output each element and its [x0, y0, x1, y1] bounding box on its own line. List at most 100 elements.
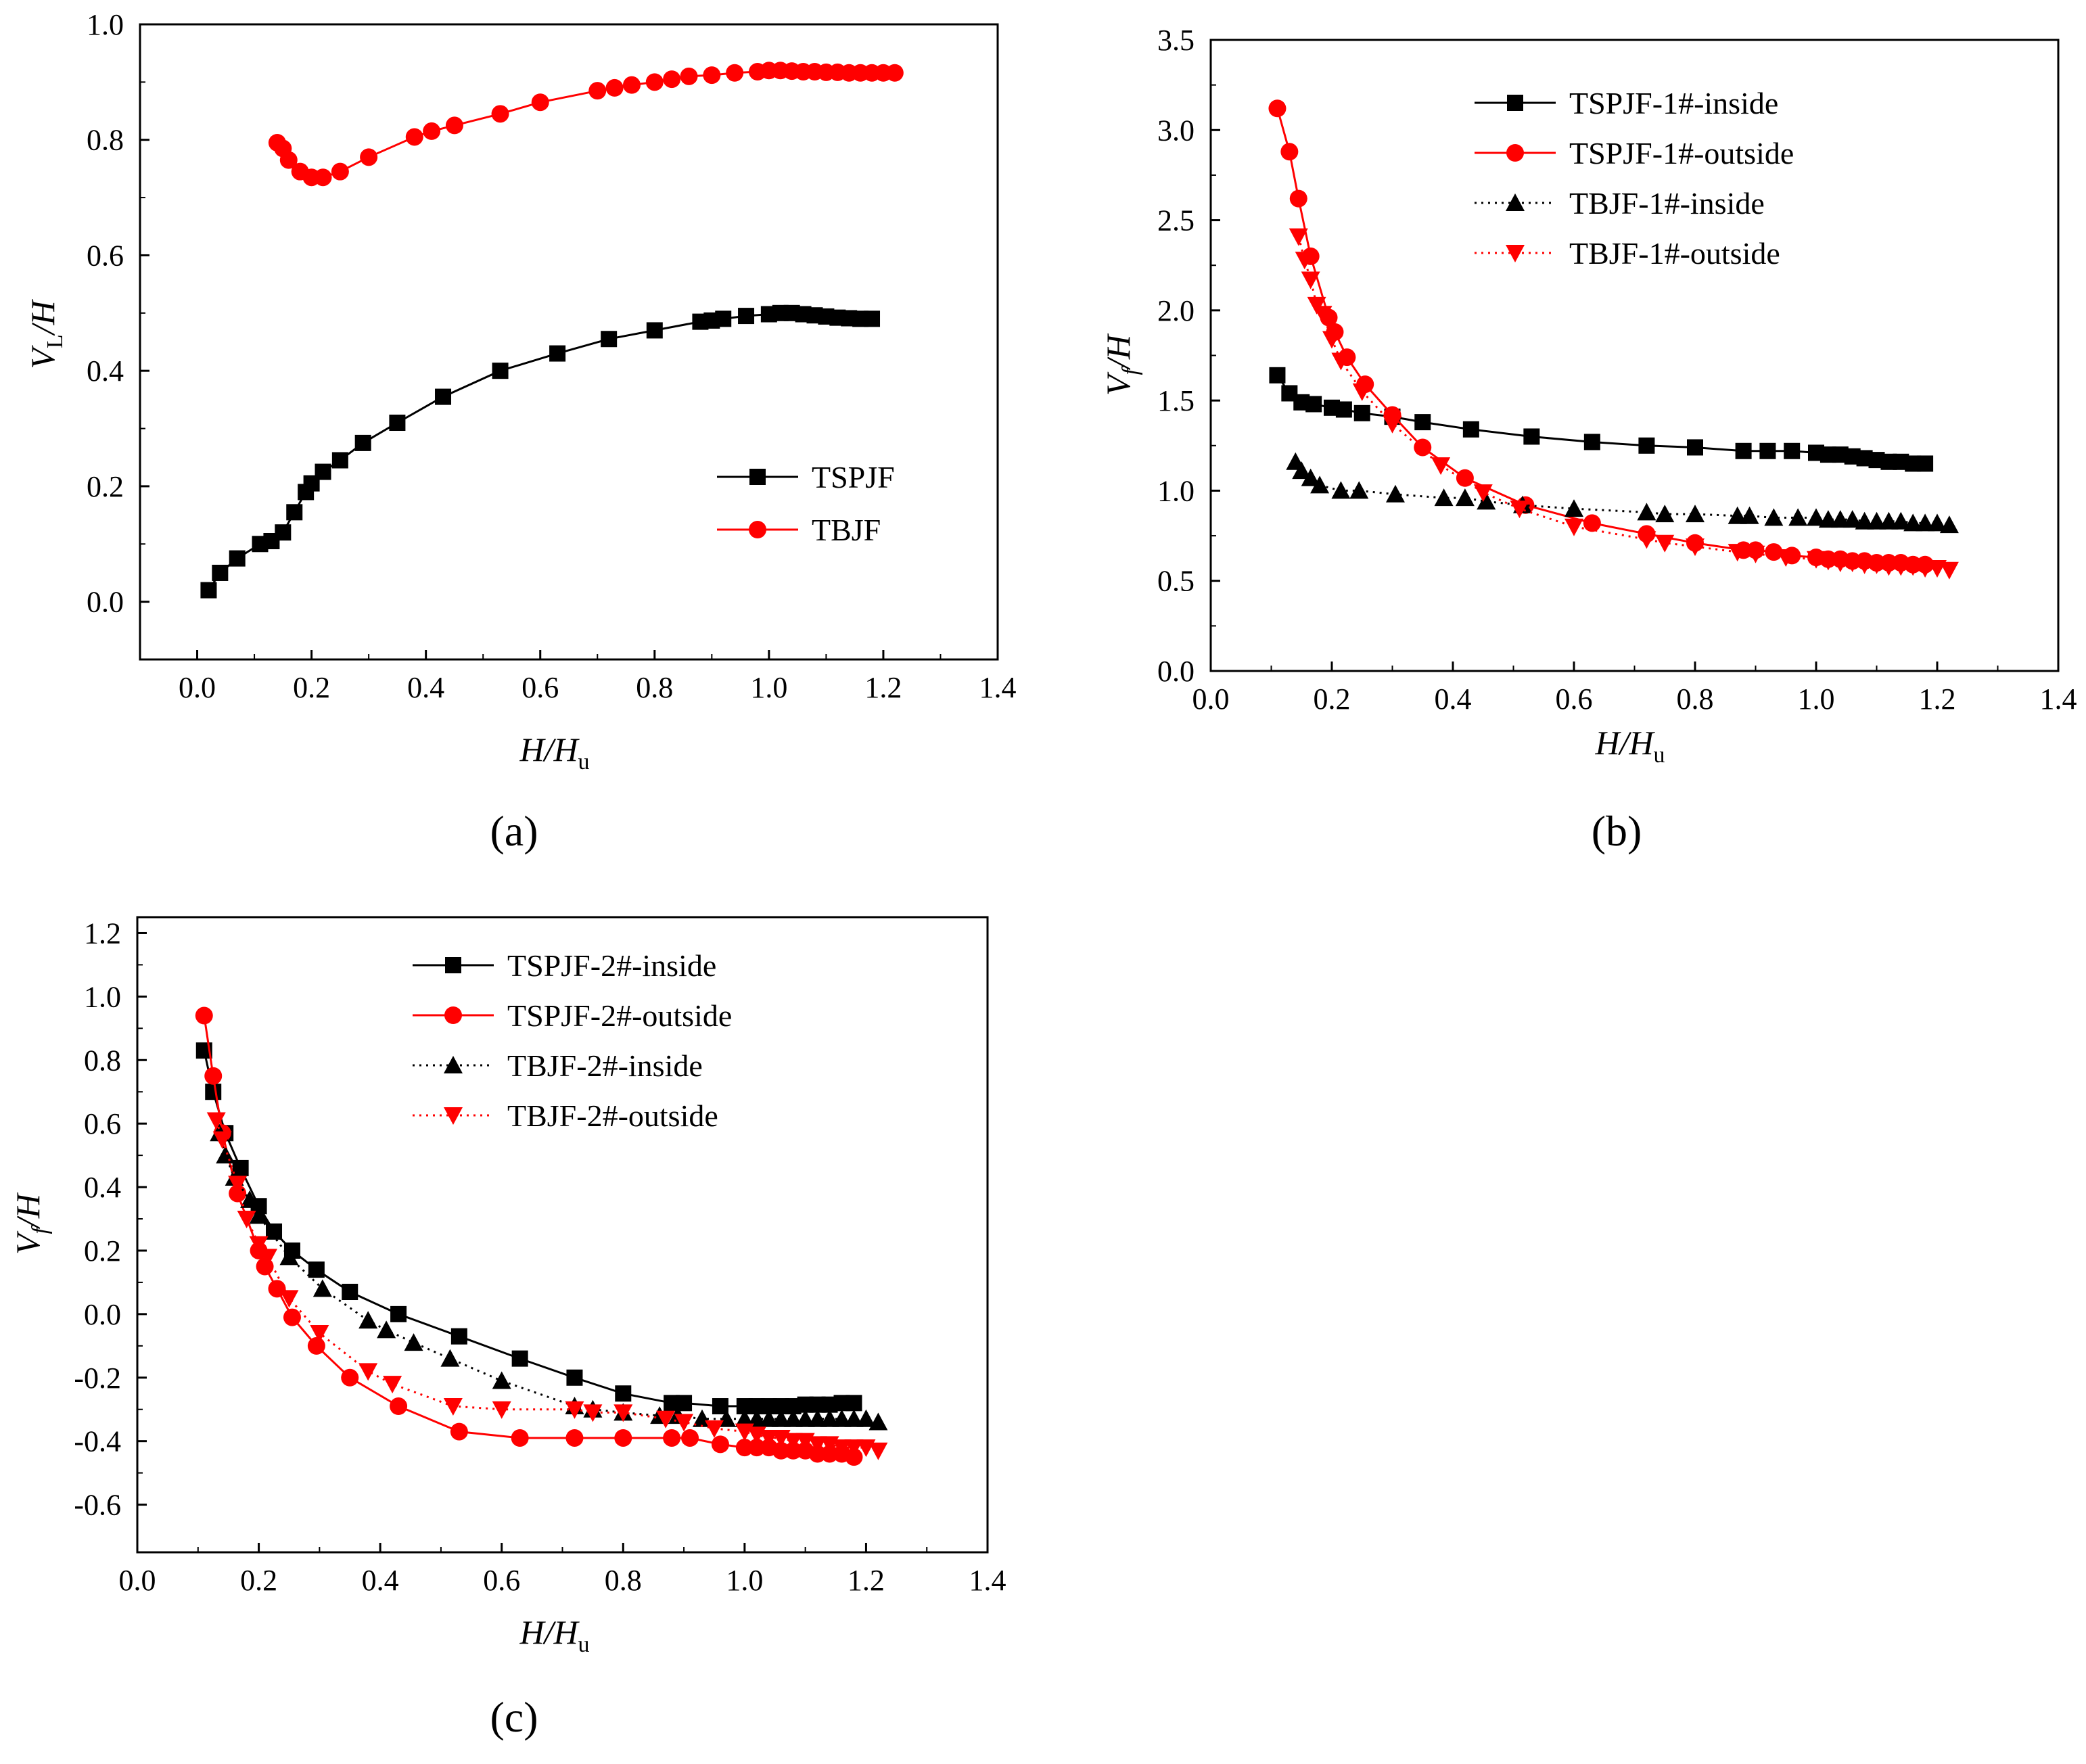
x-tick-label-a: 1.2 [864, 671, 902, 704]
legend-c: TSPJF-2#-inside TSPJF-2#-outside TBJF-2#-i… [413, 948, 732, 1133]
data-point-tbjf-1-inside [1867, 511, 1886, 530]
data-point-tspjf-1-inside [1687, 439, 1703, 456]
data-point-tbjf-1-inside [1764, 508, 1784, 526]
data-point-tspjf-1-outside [1268, 99, 1287, 118]
data-point-tbjf-1-inside [1637, 503, 1656, 521]
legend-marker-tbjf-1-outside [1506, 245, 1525, 262]
data-point-tbjf-2-outside [443, 1398, 463, 1416]
data-point-tbjf-2-outside [844, 1439, 864, 1458]
data-point-tbjf-1-inside [1728, 506, 1747, 524]
y-tick-label-c: 0.4 [84, 1171, 121, 1204]
data-point-tbjf-1-inside [1842, 510, 1862, 528]
legend-marker-tspjf [749, 469, 766, 485]
data-point-tbjf-1-inside [1903, 513, 1923, 532]
y-tick-label-a: 1.0 [87, 8, 124, 41]
data-point-tbjf-1-inside [1939, 515, 1959, 534]
data-point-tbjf-2-inside [868, 1412, 888, 1431]
x-axis-label-c: H/Hu [519, 1613, 589, 1657]
x-tick-label-b: 0.8 [1677, 682, 1714, 716]
legend-label-tbjf-1-outside: TBJF-1#-outside [1569, 236, 1780, 271]
y-tick-label-c: -0.4 [74, 1425, 121, 1458]
chart-panel-b: 0.0 0.2 0.4 0.6 0.8 1.0 1.2 1.4 0.0 0.5 1.0 1.5 2.0 2… [1099, 24, 2077, 855]
x-tick-label-c: 0.8 [605, 1564, 642, 1597]
panel-label-c: (c) [490, 1693, 538, 1741]
data-point-tbjf [491, 105, 509, 123]
y-tick-label-b: 3.0 [1157, 114, 1195, 147]
data-point-tbjf-1-outside [1855, 556, 1874, 574]
data-point-tspjf-2-inside [390, 1305, 407, 1322]
axes-b: 0.0 0.2 0.4 0.6 0.8 1.0 1.2 1.4 0.0 0.5 1.0 1.5 2.0 2… [1157, 24, 2077, 716]
data-point-tbjf-1-inside [1818, 510, 1838, 528]
data-point-tspjf [389, 415, 406, 432]
axes-c: 0.0 0.2 0.4 0.6 0.8 1.0 1.2 1.4 -0.6 -0.4 -0.2 0.0 0… [74, 916, 1006, 1597]
data-point-tbjf-2-outside [237, 1211, 256, 1229]
data-point-tbjf-1-inside [1434, 488, 1454, 507]
x-tick-label-b: 0.2 [1314, 682, 1351, 716]
data-point-tspjf-1-inside [1638, 437, 1655, 454]
data-point-tbjf-2-inside [808, 1409, 827, 1427]
data-point-tbjf-1-outside [1331, 352, 1351, 371]
y-tick-label-c: 0.8 [84, 1044, 121, 1077]
y-tick-label-b: 0.0 [1157, 655, 1195, 688]
data-point-tspjf-1-outside [1414, 438, 1432, 457]
data-point-tspjf-1-inside [1917, 455, 1934, 472]
data-point-tbjf [531, 93, 549, 112]
y-tick-label-a: 0.4 [87, 354, 124, 388]
y-axis-label-c: Vf/H [9, 1192, 53, 1255]
data-point-tbjf-1-outside [1891, 558, 1911, 576]
y-tick-label-c: 0.0 [84, 1298, 121, 1331]
data-point-tbjf-1-inside [1855, 511, 1874, 530]
data-point-tbjf-2-inside [820, 1409, 839, 1427]
legend-marker-tbjf-2-outside [444, 1107, 463, 1125]
y-axis-label-b: Vf/H [1099, 333, 1143, 396]
data-point-tbjf-1-inside [1331, 481, 1351, 499]
data-point-tbjf-1-outside [1473, 484, 1493, 503]
x-tick-label-c: 1.0 [726, 1564, 763, 1597]
legend-marker-tspjf-2-outside [444, 1006, 462, 1024]
data-point-tbjf-1-inside [1686, 505, 1705, 523]
data-point-tspjf-1-inside [1414, 414, 1431, 431]
data-point-tbjf-2-outside [565, 1401, 584, 1419]
y-tick-label-b: 3.5 [1157, 24, 1195, 57]
legend-label-tspjf-2-inside: TSPJF-2#-inside [507, 948, 716, 983]
data-point-tspjf-2-inside [308, 1261, 325, 1278]
data-point-tspjf-1-inside [1735, 442, 1752, 459]
data-point-tbjf-1-outside [1383, 415, 1402, 434]
data-point-tspjf-1-inside [1269, 367, 1286, 384]
data-point-tspjf-1-outside [1289, 189, 1307, 208]
legend-a: TSPJF TBJF [717, 460, 895, 547]
plot-data-a [200, 62, 904, 599]
data-point-tbjf-1-inside [1830, 510, 1850, 528]
data-point-tbjf-2-inside [440, 1349, 460, 1367]
data-point-tspjf [435, 388, 452, 405]
data-point-tbjf-1-inside [1879, 511, 1899, 530]
legend-label-tbjf-2-inside: TBJF-2#-inside [507, 1048, 703, 1083]
legend-marker-tspjf-1-inside [1507, 95, 1523, 111]
data-point-tbjf-2-outside [212, 1131, 232, 1149]
x-tick-label-b: 1.0 [1798, 682, 1835, 716]
data-point-tspjf-2-outside [808, 1445, 827, 1463]
data-point-tspjf-2-inside [450, 1328, 467, 1345]
data-point-tspjf [212, 564, 229, 581]
y-tick-label-c: 0.6 [84, 1107, 121, 1140]
data-point-tspjf-2-outside [511, 1429, 529, 1447]
plot-frame-a [139, 23, 999, 661]
x-tick-label-a: 0.4 [407, 671, 444, 704]
data-point-tbjf-1-inside [1455, 488, 1475, 507]
data-point-tbjf-1-inside [1740, 506, 1759, 524]
data-point-tbjf-1-inside [1891, 511, 1911, 530]
data-point-tbjf-1-outside [1307, 296, 1326, 315]
data-point-tbjf [703, 66, 721, 85]
data-point-tbjf-1-outside [1939, 561, 1959, 580]
y-tick-label-a: 0.8 [87, 124, 124, 157]
data-point-tspjf-2-outside [772, 1441, 790, 1460]
data-point-tbjf-2-inside [492, 1371, 511, 1389]
data-point-tspjf-2-outside [614, 1429, 632, 1447]
data-point-tbjf-2-inside [279, 1247, 299, 1266]
data-point-tspjf-1-inside [1335, 401, 1352, 418]
data-point-tbjf-1-inside [1477, 492, 1496, 510]
data-point-tbjf [645, 73, 664, 91]
data-point-tbjf-1-outside [1431, 457, 1451, 475]
